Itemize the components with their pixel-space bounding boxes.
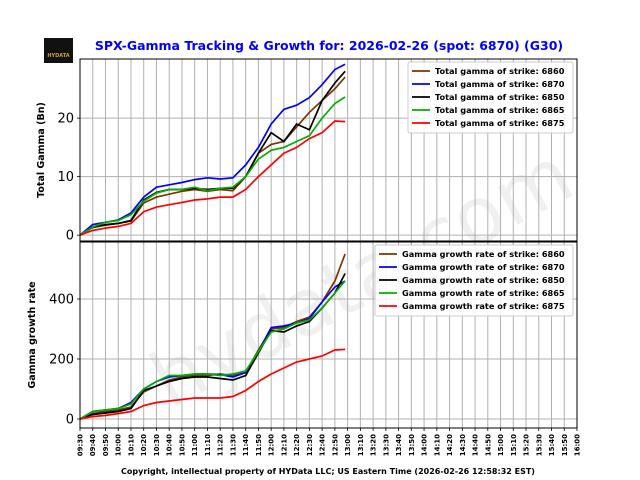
x-tick-label: 12:20 [293,434,301,456]
legend-label: Total gamma of strike: 6865 [435,105,565,115]
x-tick-label: 13:40 [395,434,403,456]
legend: Gamma growth rate of strike: 6860 Gamma g… [374,244,574,317]
series-line-6870 [79,63,346,236]
legend-label: Gamma growth rate of strike: 6870 [402,262,565,272]
y-axis-label: Total Gamma (Bn) [36,102,47,198]
x-tick-label: 12:10 [280,434,288,456]
y-axis-label: Gamma growth rate [27,281,38,388]
x-tick-label: 12:40 [319,434,327,456]
series-line-6850 [79,273,346,420]
legend-label: Gamma growth rate of strike: 6860 [402,249,565,259]
x-tick-label: 11:20 [217,434,225,456]
y-tick-label: 200 [49,353,74,368]
x-tick-label: 15:30 [535,434,543,456]
axes-frame [79,58,578,242]
legend-label: Gamma growth rate of strike: 6865 [402,288,565,298]
x-tick-label: 10:40 [166,434,174,456]
copyright-footer: Copyright, intellectual property of HYDa… [121,467,535,476]
x-tick-label: 11:10 [204,434,212,456]
series-line-6865 [79,280,346,420]
x-tick-label: 11:40 [242,434,250,456]
legend-label: Total gamma of strike: 6870 [435,79,565,89]
x-tick-label: 11:50 [255,434,263,456]
panel-1: 0 200 400 Gamma growth rate Gamma growth rat… [27,241,578,431]
series-line-6865 [79,96,346,236]
x-tick-label: 14:30 [459,434,467,456]
legend-label: Gamma growth rate of strike: 6850 [402,275,565,285]
x-tick-label: 12:50 [331,434,339,456]
x-tick-label: 15:40 [548,434,556,456]
y-tick-label: 0 [66,229,74,244]
legend-box [374,244,574,317]
y-tick-label: 10 [57,170,74,185]
x-tick-label: 12:00 [268,434,276,456]
x-tick-label: 12:30 [306,434,314,456]
x-tick-label: 13:30 [382,434,390,456]
legend-label: Total gamma of strike: 6875 [435,118,565,128]
x-tick-label: 10:50 [178,434,186,456]
series-line-6875 [79,120,346,236]
hydata-logo: HYDATA [44,38,73,63]
x-tick-label: 15:10 [510,434,518,456]
legend-label: Total gamma of strike: 6860 [435,66,565,76]
x-tick-label: 15:20 [523,434,531,456]
x-tick-label: 15:00 [497,434,505,456]
legend: Total gamma of strike: 6860 Total gamma o… [407,61,574,134]
legend-label: Gamma growth rate of strike: 6875 [402,301,565,311]
x-tick-label: 10:10 [127,434,135,456]
x-tick-label: 13:20 [370,434,378,456]
series-line-6875 [79,348,346,420]
x-tick-label: 14:00 [421,434,429,456]
x-tick-label: 13:00 [344,434,352,456]
x-tick-label: 14:50 [484,434,492,456]
x-tick-label: 13:10 [357,434,365,456]
x-tick-label: 14:20 [446,434,454,456]
x-tick-label: 15:50 [561,434,569,456]
series-line-6850 [79,70,346,236]
y-tick-label: 20 [57,112,74,127]
x-tick-label: 10:20 [140,434,148,456]
x-tick-label: 11:00 [191,434,199,456]
x-tick-label: 10:30 [153,434,161,456]
y-tick-label: 0 [66,413,74,428]
x-tick-label: 09:40 [89,434,97,456]
chart-title: SPX-Gamma Tracking & Growth for: 2026-02… [94,38,564,53]
legend-label: Total gamma of strike: 6850 [435,92,565,102]
axes-frame [79,241,578,429]
x-tick-label: 09:50 [102,434,110,456]
legend-box [407,61,574,134]
y-tick-label: 400 [49,293,74,308]
logo-text: HYDATA [47,52,70,59]
x-tick-label: 09:30 [77,434,85,456]
panel-0: 0 10 20 Total Gamma (Bn) Total gamma of stri… [36,58,578,244]
x-tick-label: 13:50 [408,434,416,456]
x-tick-label: 10:00 [115,434,123,456]
x-tick-label: 14:10 [433,434,441,456]
x-tick-label: 11:30 [229,434,237,456]
x-tick-label: 16:00 [574,434,582,456]
x-tick-label: 14:40 [472,434,480,456]
